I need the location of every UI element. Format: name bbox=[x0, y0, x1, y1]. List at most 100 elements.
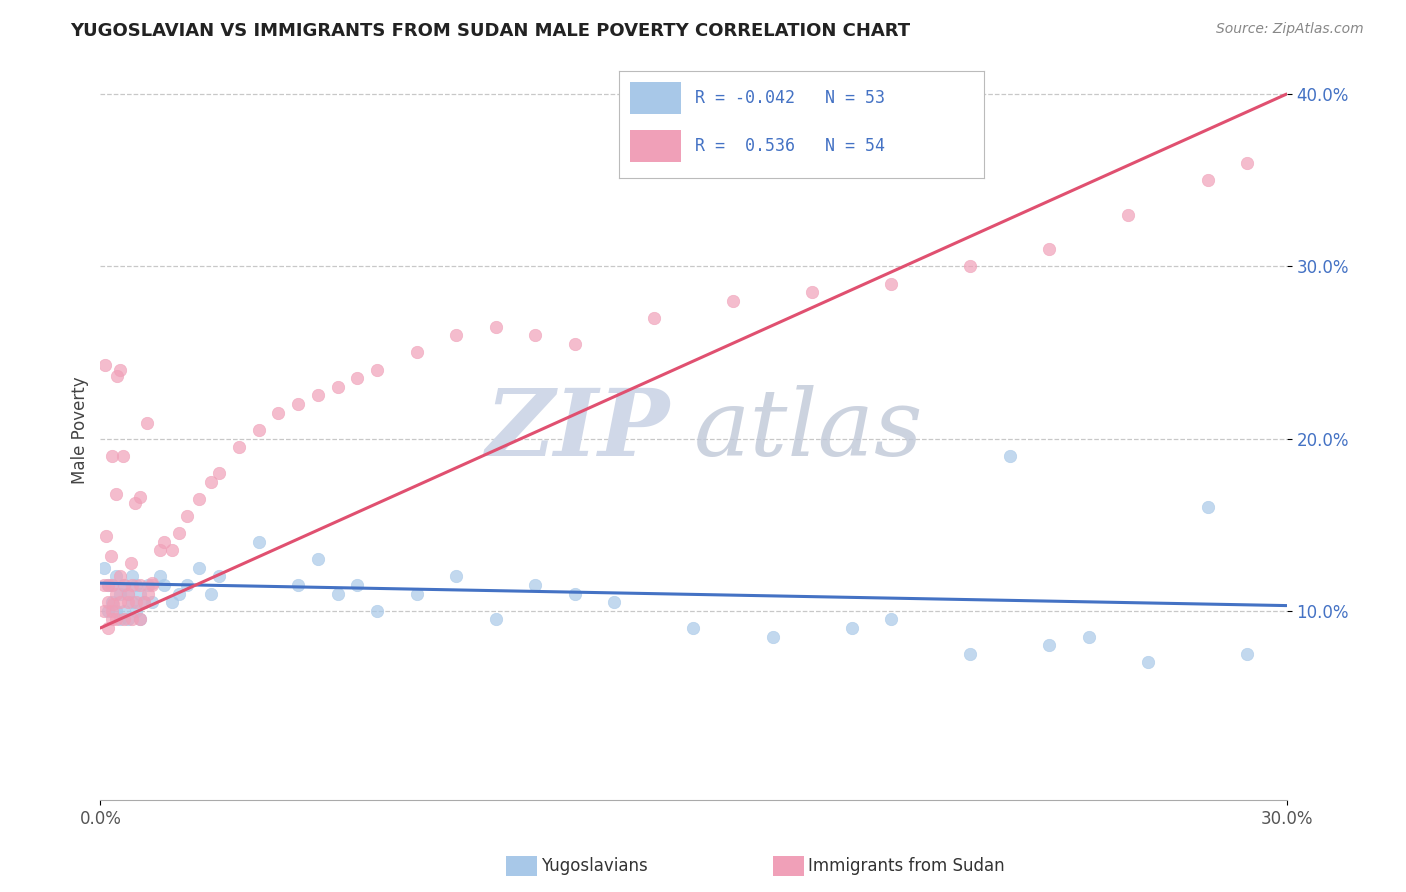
Point bbox=[721, 293, 744, 308]
Point bbox=[444, 569, 467, 583]
Point bbox=[108, 586, 131, 600]
Point bbox=[287, 578, 309, 592]
Point bbox=[141, 576, 163, 591]
Point bbox=[1038, 638, 1060, 652]
Point bbox=[188, 491, 211, 506]
Point bbox=[132, 595, 155, 609]
Point bbox=[1197, 173, 1219, 187]
Point bbox=[105, 604, 128, 618]
Point bbox=[117, 586, 139, 600]
Point bbox=[1137, 656, 1160, 670]
Point bbox=[125, 604, 148, 618]
Point bbox=[1236, 156, 1258, 170]
Point bbox=[169, 586, 191, 600]
Point bbox=[125, 595, 148, 609]
Point bbox=[959, 260, 981, 274]
Point bbox=[112, 578, 135, 592]
Point bbox=[121, 578, 143, 592]
Point bbox=[880, 612, 903, 626]
Point bbox=[405, 345, 427, 359]
Point bbox=[200, 475, 222, 489]
Point bbox=[101, 578, 124, 592]
Point bbox=[97, 595, 120, 609]
Point bbox=[287, 397, 309, 411]
Point bbox=[524, 578, 547, 592]
Point bbox=[101, 578, 124, 592]
Point bbox=[105, 569, 128, 583]
Point bbox=[841, 621, 863, 635]
Point bbox=[105, 586, 128, 600]
Point bbox=[112, 604, 135, 618]
Point bbox=[346, 371, 368, 385]
Point bbox=[94, 359, 117, 373]
Point bbox=[176, 578, 198, 592]
Point bbox=[307, 552, 329, 566]
Point bbox=[117, 612, 139, 626]
Point bbox=[267, 406, 290, 420]
Point bbox=[208, 569, 231, 583]
Point bbox=[149, 543, 172, 558]
Point bbox=[101, 604, 124, 618]
Point bbox=[160, 543, 183, 558]
Point bbox=[117, 595, 139, 609]
Point bbox=[128, 612, 150, 626]
Point bbox=[366, 604, 388, 618]
Point bbox=[121, 612, 143, 626]
Point bbox=[100, 549, 122, 563]
Text: Yugoslavians: Yugoslavians bbox=[541, 857, 648, 875]
Bar bbox=[630, 82, 681, 114]
Text: YUGOSLAVIAN VS IMMIGRANTS FROM SUDAN MALE POVERTY CORRELATION CHART: YUGOSLAVIAN VS IMMIGRANTS FROM SUDAN MAL… bbox=[70, 22, 911, 40]
Point bbox=[208, 466, 231, 480]
Point bbox=[111, 449, 134, 463]
Point bbox=[93, 578, 115, 592]
Point bbox=[93, 604, 115, 618]
Point bbox=[112, 612, 135, 626]
Point bbox=[108, 612, 131, 626]
Point bbox=[801, 285, 824, 299]
Point bbox=[564, 336, 586, 351]
Point bbox=[141, 578, 163, 592]
Point bbox=[141, 595, 163, 609]
Point bbox=[1038, 242, 1060, 256]
Point bbox=[761, 630, 783, 644]
Point bbox=[128, 586, 150, 600]
Point bbox=[121, 569, 143, 583]
Point bbox=[326, 380, 349, 394]
Point bbox=[101, 595, 124, 609]
Point bbox=[97, 604, 120, 618]
Point bbox=[1197, 500, 1219, 515]
Text: ZIP: ZIP bbox=[485, 385, 669, 475]
Point bbox=[117, 586, 139, 600]
Point bbox=[128, 612, 150, 626]
Point bbox=[94, 529, 117, 543]
Y-axis label: Male Poverty: Male Poverty bbox=[72, 376, 89, 483]
Point bbox=[152, 578, 174, 592]
Point bbox=[682, 621, 704, 635]
Point bbox=[101, 612, 124, 626]
Point bbox=[880, 277, 903, 291]
Point bbox=[247, 423, 270, 437]
Point bbox=[93, 560, 115, 574]
Text: R =  0.536   N = 54: R = 0.536 N = 54 bbox=[696, 137, 886, 155]
Text: atlas: atlas bbox=[693, 385, 922, 475]
Point bbox=[405, 586, 427, 600]
Point bbox=[200, 586, 222, 600]
Point bbox=[603, 595, 626, 609]
Point bbox=[136, 416, 159, 430]
Point bbox=[120, 556, 142, 570]
Point bbox=[188, 560, 211, 574]
Point bbox=[104, 487, 127, 501]
Point bbox=[125, 578, 148, 592]
Point bbox=[97, 621, 120, 635]
Point bbox=[564, 586, 586, 600]
Point bbox=[326, 586, 349, 600]
Point bbox=[128, 491, 150, 505]
Point bbox=[132, 595, 155, 609]
Point bbox=[160, 595, 183, 609]
Text: Immigrants from Sudan: Immigrants from Sudan bbox=[808, 857, 1005, 875]
Point bbox=[136, 578, 159, 592]
Point bbox=[108, 569, 131, 583]
Text: R = -0.042   N = 53: R = -0.042 N = 53 bbox=[696, 89, 886, 107]
Point bbox=[101, 597, 124, 611]
Point bbox=[444, 328, 467, 343]
